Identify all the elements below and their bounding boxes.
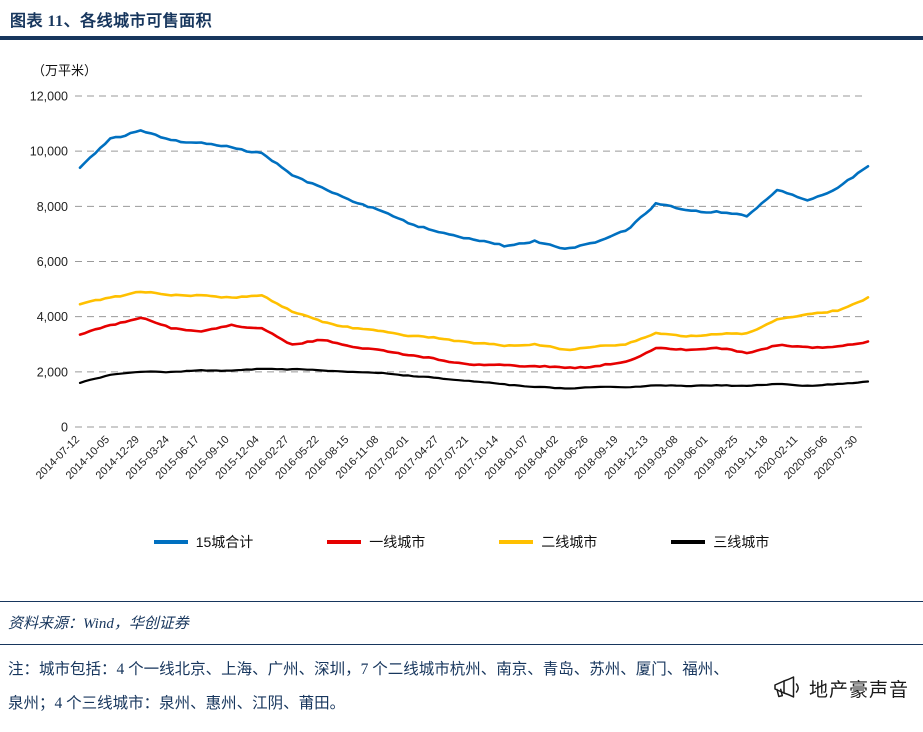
brand-name: 地产豪声音 (808, 679, 909, 701)
y-tick-label: 4,000 (37, 310, 68, 324)
chart-title: 图表 11、各线城市可售面积 (10, 13, 213, 30)
y-tick-label: 0 (61, 421, 68, 435)
legend-label: 三线城市 (713, 534, 770, 550)
series-line-3 (78, 290, 870, 352)
legend-line-swatch (327, 540, 362, 544)
legend-line-swatch (499, 540, 534, 544)
legend-item-4: 三线城市 (671, 532, 769, 552)
legend-label: 一线城市 (369, 534, 426, 550)
chart-legend: 15城合计 一线城市 二线城市 三线城市 (0, 532, 923, 552)
y-axis-unit-label: （万平米） (32, 63, 98, 78)
y-tick-label: 12,000 (30, 90, 68, 104)
y-tick-label: 6,000 (37, 255, 68, 269)
y-tick-label: 2,000 (37, 365, 68, 379)
chart-header: 图表 11、各线城市可售面积 (0, 0, 923, 40)
legend-label: 15城合计 (195, 534, 254, 550)
series-line-4 (78, 367, 870, 390)
footnote-line-2: 泉州；4 个三线城市：泉州、惠州、江阴、莆田。 (8, 695, 346, 712)
source-note: 资料来源：Wind，华创证券 (8, 616, 189, 632)
legend-line-swatch (153, 540, 188, 544)
legend-line-swatch (671, 540, 706, 544)
divider-line-bottom (0, 644, 923, 645)
series-line-1 (78, 129, 870, 250)
megaphone-icon (774, 676, 799, 698)
y-tick-label: 8,000 (37, 200, 68, 214)
line-chart: 02,0004,0006,0008,00010,00012,0002014-07… (30, 90, 870, 482)
series-line-2 (78, 316, 870, 370)
legend-label: 二线城市 (541, 534, 598, 550)
y-tick-label: 10,000 (30, 145, 68, 159)
brand-logo: 地产豪声音 (772, 674, 909, 702)
legend-item-3: 二线城市 (499, 532, 597, 552)
footnote-line-1: 注：城市包括：4 个一线北京、上海、广州、深圳，7 个二线城市杭州、南京、青岛、… (8, 661, 729, 678)
footnote: 注：城市包括：4 个一线北京、上海、广州、深圳，7 个二线城市杭州、南京、青岛、… (8, 653, 753, 721)
legend-item-1: 15城合计 (153, 532, 254, 552)
divider-line-top (0, 601, 923, 602)
legend-item-2: 一线城市 (327, 532, 425, 552)
